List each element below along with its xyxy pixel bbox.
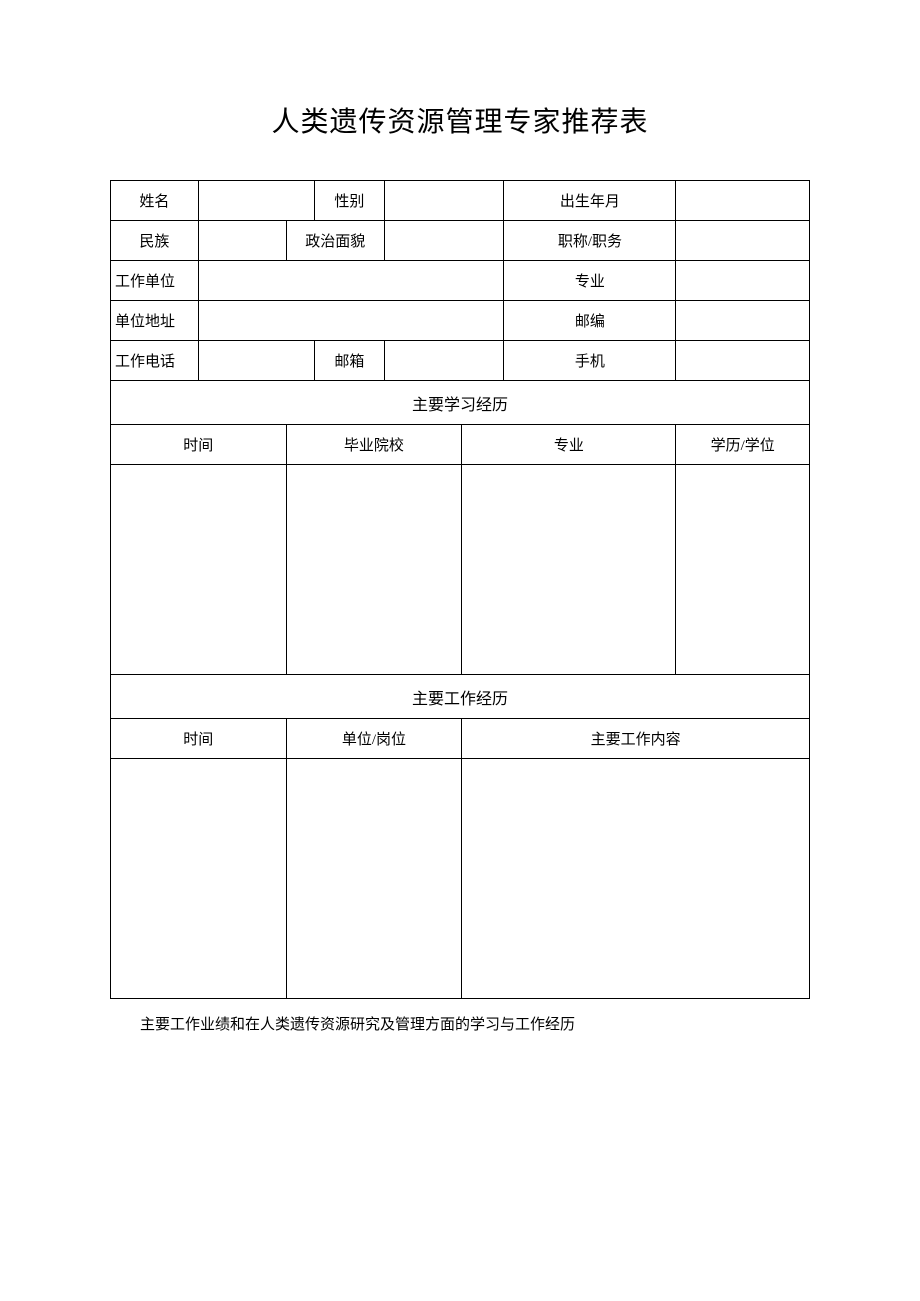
work-col-unit: 单位/岗位 — [286, 719, 462, 759]
label-major: 专业 — [504, 261, 676, 301]
study-cell-school[interactable] — [286, 465, 462, 675]
study-cell-degree[interactable] — [676, 465, 810, 675]
value-political[interactable] — [384, 221, 503, 261]
value-mobile[interactable] — [676, 341, 810, 381]
value-major[interactable] — [676, 261, 810, 301]
label-unit-address: 单位地址 — [111, 301, 199, 341]
label-political: 政治面貌 — [286, 221, 384, 261]
expert-form-table: 姓名 性别 出生年月 民族 政治面貌 职称/职务 工作单位 专业 单位地址 邮编… — [110, 180, 810, 999]
value-work-unit[interactable] — [198, 261, 504, 301]
value-work-phone[interactable] — [198, 341, 314, 381]
label-mobile: 手机 — [504, 341, 676, 381]
work-col-content: 主要工作内容 — [462, 719, 810, 759]
label-name: 姓名 — [111, 181, 199, 221]
label-gender: 性别 — [314, 181, 384, 221]
study-cell-time[interactable] — [111, 465, 287, 675]
label-work-unit: 工作单位 — [111, 261, 199, 301]
label-birth: 出生年月 — [504, 181, 676, 221]
value-email[interactable] — [384, 341, 503, 381]
work-cell-time[interactable] — [111, 759, 287, 999]
study-cell-major[interactable] — [462, 465, 676, 675]
label-postcode: 邮编 — [504, 301, 676, 341]
form-title: 人类遗传资源管理专家推荐表 — [110, 100, 810, 140]
value-name[interactable] — [198, 181, 314, 221]
label-title-position: 职称/职务 — [504, 221, 676, 261]
label-ethnicity: 民族 — [111, 221, 199, 261]
study-col-school: 毕业院校 — [286, 425, 462, 465]
value-postcode[interactable] — [676, 301, 810, 341]
value-gender[interactable] — [384, 181, 503, 221]
work-cell-unit[interactable] — [286, 759, 462, 999]
value-birth[interactable] — [676, 181, 810, 221]
study-col-time: 时间 — [111, 425, 287, 465]
section-study-header: 主要学习经历 — [111, 381, 810, 425]
label-email: 邮箱 — [314, 341, 384, 381]
study-col-degree: 学历/学位 — [676, 425, 810, 465]
work-cell-content[interactable] — [462, 759, 810, 999]
label-work-phone: 工作电话 — [111, 341, 199, 381]
work-col-time: 时间 — [111, 719, 287, 759]
footer-note: 主要工作业绩和在人类遗传资源研究及管理方面的学习与工作经历 — [110, 1013, 810, 1034]
section-work-header: 主要工作经历 — [111, 675, 810, 719]
value-title-position[interactable] — [676, 221, 810, 261]
value-unit-address[interactable] — [198, 301, 504, 341]
value-ethnicity[interactable] — [198, 221, 286, 261]
study-col-major: 专业 — [462, 425, 676, 465]
